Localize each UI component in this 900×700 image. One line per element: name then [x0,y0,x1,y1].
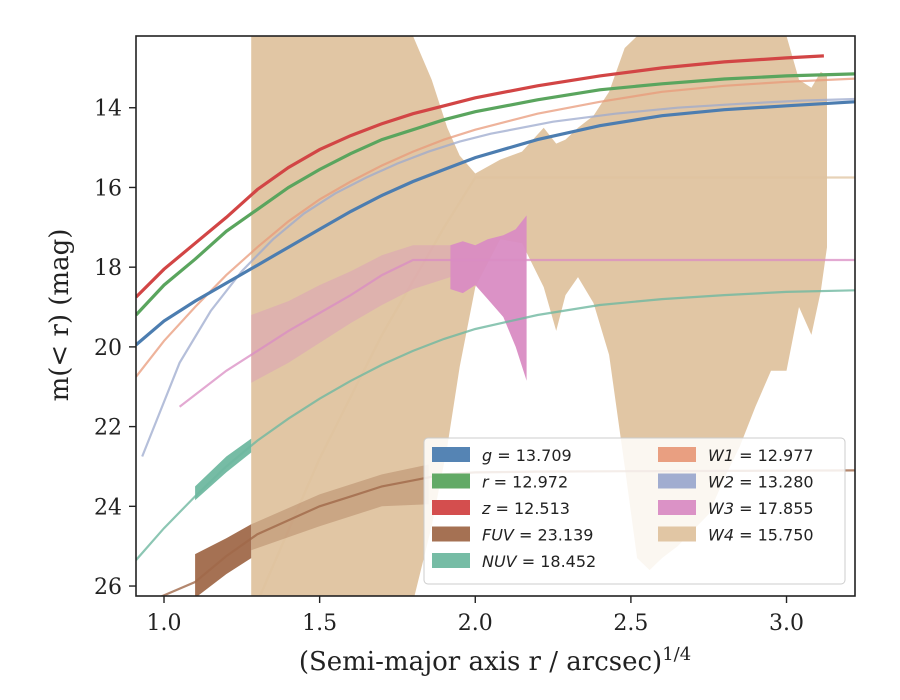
legend-swatch-w1 [658,447,696,462]
legend-box [423,437,846,585]
y-tick-label: 26 [94,575,122,600]
legend-label-w1: W1 = 12.977 [708,446,814,465]
line-w4 [258,176,855,596]
legend-label-nuv: NUV = 18.452 [482,552,596,571]
x-tick-label: 2.5 [613,611,648,636]
y-tick-label: 18 [94,256,122,281]
legend-label-w4: W4 = 15.750 [708,526,814,545]
legend-label-z: z = 12.513 [481,499,570,518]
legend: g = 13.709 r = 12.972 z = 12.513 FUV = 23.1… [423,437,846,585]
legend-label-r: r = 12.972 [482,473,568,492]
legend-label-g: g = 13.709 [482,446,572,465]
y-tick-label: 16 [94,176,122,201]
line-r [136,72,855,317]
band-solid-w3 [450,215,527,381]
y-tick-label: 22 [94,416,122,441]
legend-swatch-z [432,500,470,515]
x-tick-label: 2.0 [458,611,493,636]
line-w3 [178,258,855,408]
legend-swatch-w2 [658,473,696,489]
line-z [136,54,824,299]
legend-label-w2: W2 = 13.280 [708,473,814,492]
axes: 1.0 1.5 2.0 2.5 3.0 14 16 18 20 22 24 26 [94,35,856,636]
legend-label-w3: W3 = 17.855 [708,499,814,518]
line-nuv [136,289,855,561]
legend-swatch-g [432,447,470,462]
x-tick-label: 3.0 [769,611,804,636]
legend-label-fuv: FUV = 23.139 [482,526,593,545]
legend-swatch-r [432,473,470,489]
band-solid-fuv [195,524,252,596]
legend-swatch-nuv [432,553,470,568]
line-w1 [136,77,855,378]
y-tick-label: 14 [94,97,122,122]
line-g [136,100,855,347]
y-axis-label: m(< r) (mag) [45,229,75,402]
legend-swatch-w3 [658,500,696,515]
y-tick-label: 20 [94,336,122,361]
x-tick-label: 1.0 [147,611,182,636]
band-light-w3 [251,245,451,383]
x-tick-label: 1.5 [302,611,337,636]
x-axis-label: (Semi-major axis r / arcsec)1/4 [299,644,691,677]
legend-swatch-w4 [658,526,696,542]
plot-frame [135,35,856,597]
legend-swatch-fuv [432,526,470,542]
y-tick-label: 24 [94,495,122,520]
